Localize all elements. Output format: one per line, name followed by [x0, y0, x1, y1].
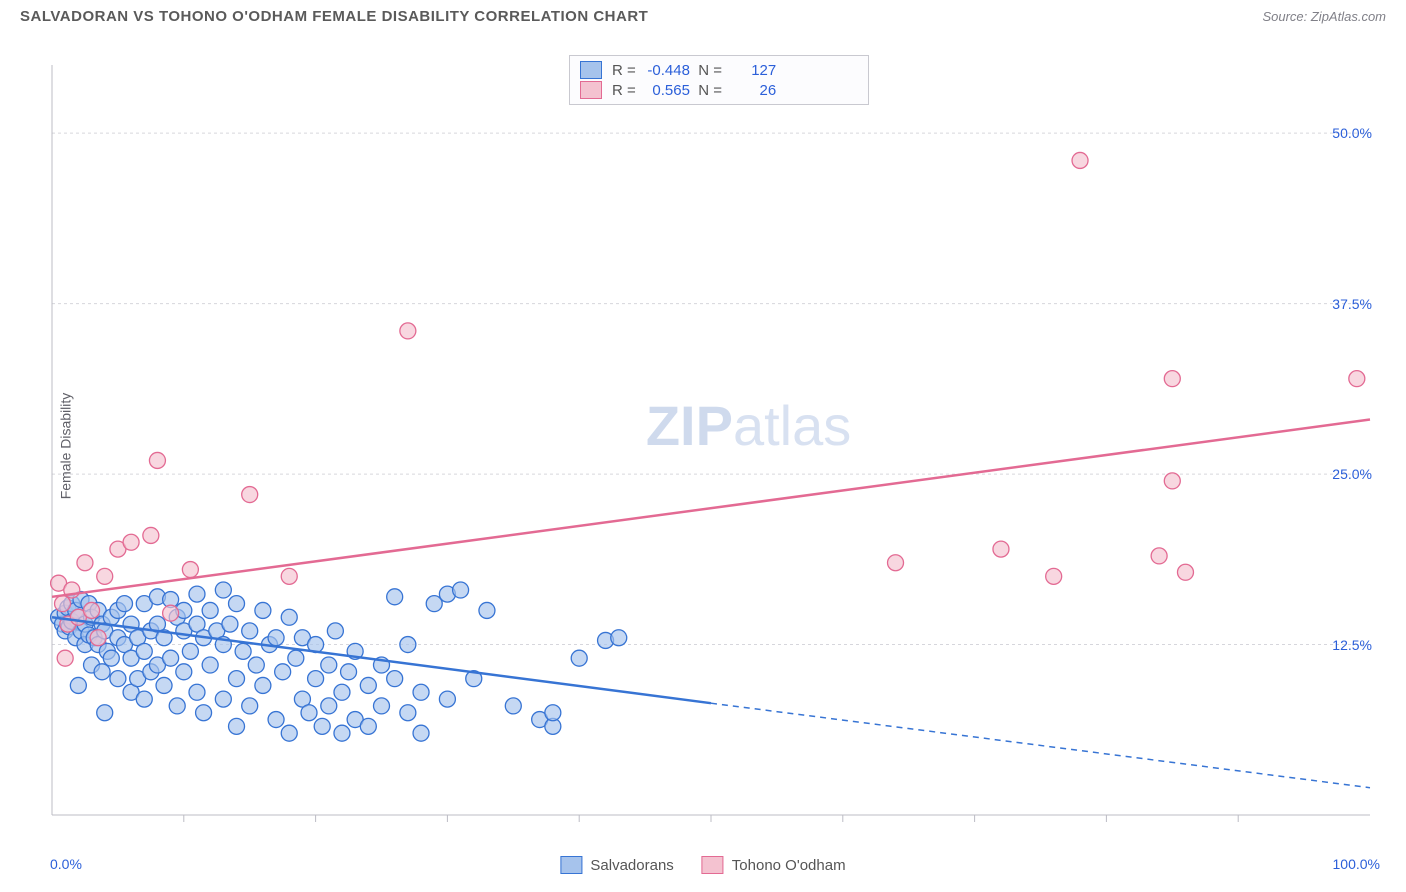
legend-swatch — [560, 856, 582, 874]
legend-row: R = -0.448 N = 127 — [580, 60, 858, 80]
x-max-label: 100.0% — [1333, 856, 1380, 872]
legend-stats: R = -0.448 N = 127 — [612, 62, 776, 79]
y-tick-label: 25.0% — [1332, 466, 1372, 482]
legend-swatch — [702, 856, 724, 874]
legend-row: R = 0.565 N = 26 — [580, 80, 858, 100]
y-tick-label: 12.5% — [1332, 637, 1372, 653]
chart-title: SALVADORAN VS TOHONO O'ODHAM FEMALE DISA… — [20, 8, 648, 25]
legend-stats: R = 0.565 N = 26 — [612, 82, 776, 99]
bottom-legend-item: Tohono O'odham — [702, 856, 846, 874]
legend-swatch — [580, 81, 602, 99]
source-attribution: Source: ZipAtlas.com — [1262, 9, 1386, 24]
bottom-legend-item: Salvadorans — [560, 856, 673, 874]
x-min-label: 0.0% — [50, 856, 82, 872]
scatter-plot: ZIPatlas R = -0.448 N = 127 R = 0.565 N = … — [50, 55, 1380, 835]
correlation-legend: R = -0.448 N = 127 R = 0.565 N = 26 — [569, 55, 869, 105]
bottom-legend: Salvadorans Tohono O'odham — [560, 856, 845, 874]
legend-swatch — [580, 61, 602, 79]
chart-area: ZIPatlas R = -0.448 N = 127 R = 0.565 N = … — [50, 55, 1380, 835]
y-tick-label: 50.0% — [1332, 125, 1372, 141]
y-tick-label: 37.5% — [1332, 296, 1372, 312]
legend-series-label: Tohono O'odham — [732, 857, 846, 874]
svg-text:ZIPatlas: ZIPatlas — [646, 394, 851, 457]
legend-series-label: Salvadorans — [590, 857, 673, 874]
